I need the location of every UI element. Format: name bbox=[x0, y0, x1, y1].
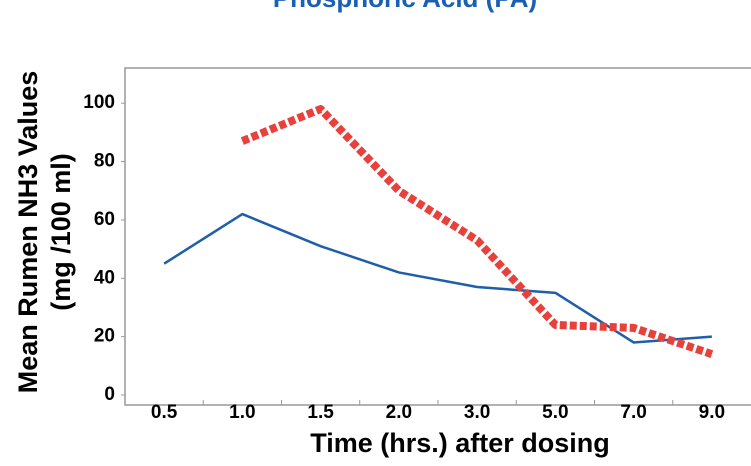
y-axis-title-line: Mean Rumen NH3 Values bbox=[13, 71, 43, 394]
x-tick-label: 7.0 bbox=[620, 402, 646, 423]
y-axis-title: Mean Rumen NH3 Values (mg /100 ml) bbox=[13, 71, 76, 394]
x-tick-label: 5.0 bbox=[542, 402, 568, 423]
y-tick-label: 40 bbox=[94, 267, 115, 288]
plot-frame bbox=[124, 67, 751, 406]
y-tick-label: 80 bbox=[94, 151, 115, 172]
x-tick-label: 3.0 bbox=[464, 402, 490, 423]
chart-title: Phosphoric Acid (PA) bbox=[273, 0, 537, 13]
y-axis-title-line: (mg /100 ml) bbox=[46, 153, 76, 311]
x-tick-label: 1.0 bbox=[229, 402, 255, 423]
y-tick-label: 20 bbox=[94, 326, 115, 347]
series-line bbox=[240, 105, 714, 358]
x-tick-label: 2.0 bbox=[386, 402, 412, 423]
y-tick-label: 60 bbox=[94, 209, 115, 230]
x-axis-title: Time (hrs.) after dosing bbox=[310, 428, 610, 458]
y-tick-label: 0 bbox=[104, 384, 115, 405]
x-tick-label: 9.0 bbox=[699, 402, 725, 423]
y-tick-label: 100 bbox=[83, 92, 115, 113]
series-line bbox=[163, 212, 712, 344]
x-tick-label: 1.5 bbox=[307, 402, 334, 423]
x-tick-label: 0.5 bbox=[151, 402, 178, 423]
